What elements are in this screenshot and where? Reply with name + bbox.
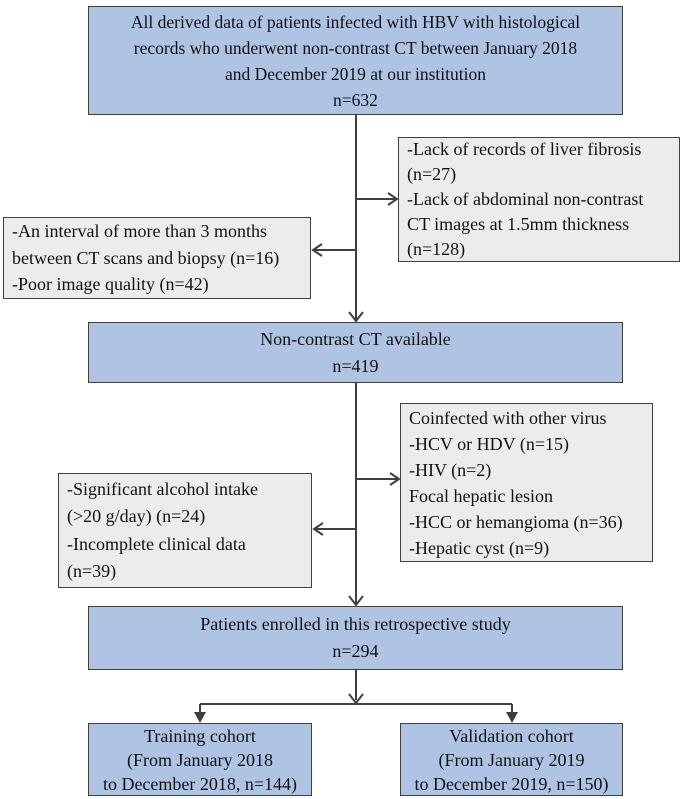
arrow-initial-to-ct [348,115,364,323]
arrow-to-exclusion-right-2 [356,472,401,486]
box-patients-enrolled: Patients enrolled in this retrospective … [88,606,623,670]
box-exclusion-alcohol-clinical-data: -Significant alcohol intake (>20 g/day) … [58,473,312,588]
box-validation-cohort: Validation cohort (From January 2019 to … [400,723,623,796]
box-training-cohort: Training cohort (From January 2018 to De… [88,723,312,796]
arrow-enrolled-to-split [348,670,364,705]
arrow-to-exclusion-left-1 [311,243,356,257]
box-exclusion-coinfection-lesion: Coinfected with other virus -HCV or HDV … [400,403,653,562]
box-initial-population: All derived data of patients infected wi… [88,6,623,115]
arrow-to-exclusion-right-1 [356,192,399,206]
box-exclusion-interval-image-quality: -An interval of more than 3 months betwe… [3,217,311,299]
arrow-ct-to-enrolled [348,383,364,607]
box-exclusion-records-ct-images: -Lack of records of liver fibrosis (n=27… [398,137,680,262]
box-ct-available: Non-contrast CT available n=419 [88,322,623,383]
split-branch-to-cohorts [194,703,518,723]
arrow-to-exclusion-left-2 [312,522,356,536]
